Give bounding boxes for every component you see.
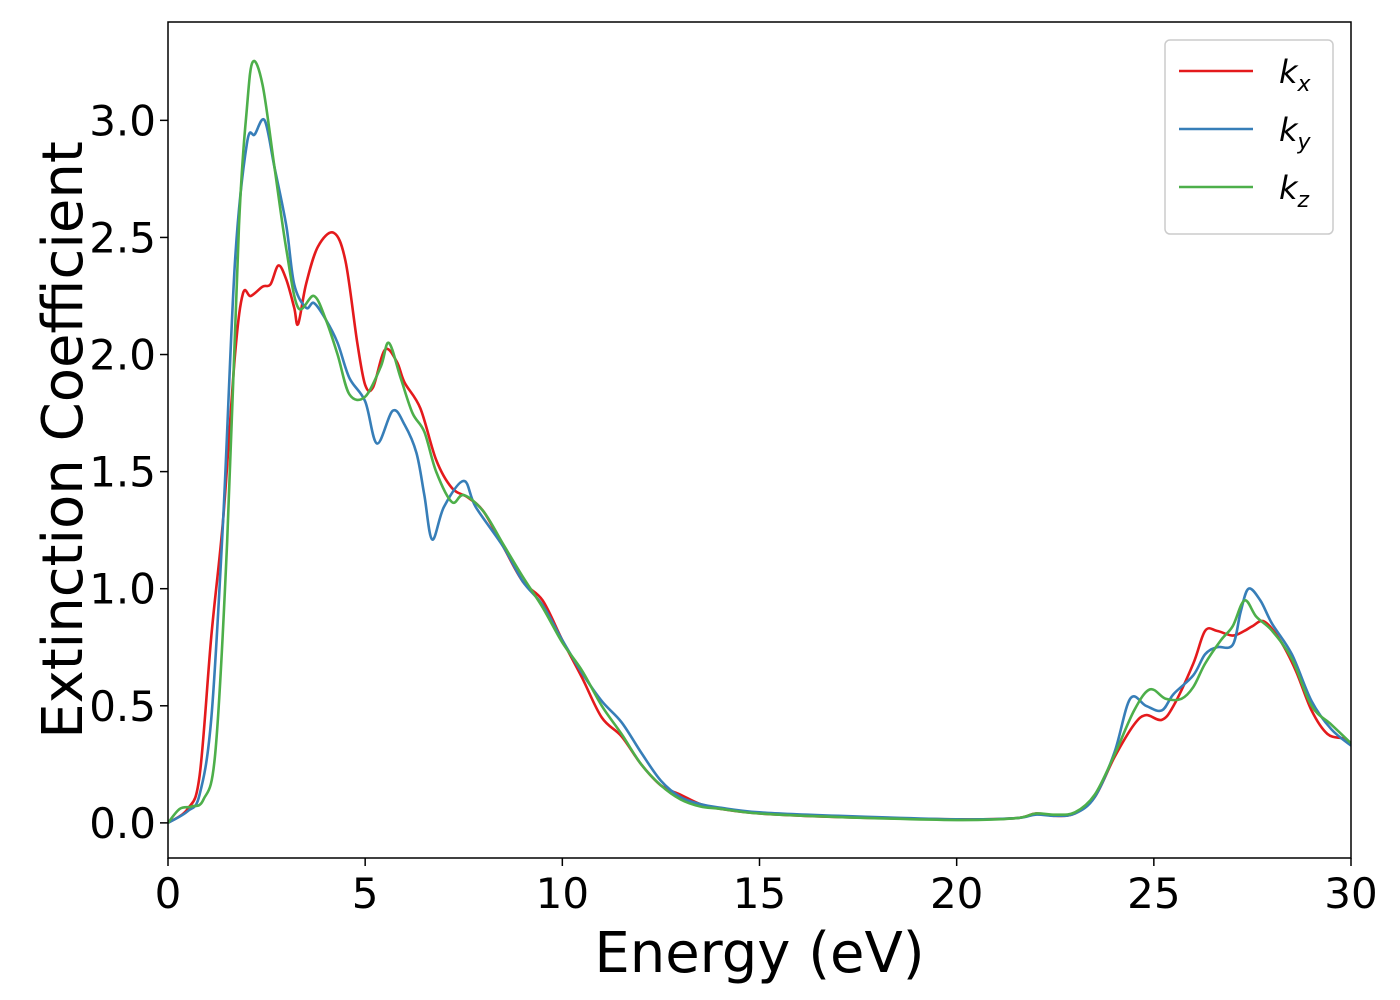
legend-label-subscript: x: [1297, 72, 1312, 97]
series-layer: [168, 59, 1351, 825]
x-tick-label: 15: [733, 869, 786, 918]
legend-box: [1164, 39, 1334, 235]
x-axis: 0 5 10 15 20 25 30: [155, 858, 1378, 918]
x-tick-label: 30: [1324, 869, 1377, 918]
x-tick-label: 20: [930, 869, 983, 918]
y-tick-label: 1.0: [89, 565, 156, 614]
y-tick-label: 2.5: [89, 213, 156, 262]
y-tick-label: 0.5: [89, 682, 156, 731]
y-axis: 0.0 0.5 1.0 1.5 2.0 2.5 3.0: [89, 96, 168, 848]
y-tick-label: 2.0: [89, 331, 156, 380]
x-tick-label: 10: [536, 869, 589, 918]
x-tick-label: 25: [1127, 869, 1180, 918]
legend-label-subscript: z: [1297, 188, 1310, 213]
legend-label-subscript: y: [1297, 130, 1312, 155]
x-axis-title: Energy (eV): [594, 921, 924, 986]
y-tick-label: 0.0: [89, 799, 156, 848]
x-tick-label: 5: [352, 869, 379, 918]
y-axis-title: Extinction Coefficient: [31, 141, 96, 739]
plot-area: [167, 21, 1352, 859]
y-tick-label: 3.0: [89, 96, 156, 145]
y-tick-label: 1.5: [89, 448, 156, 497]
x-tick-label: 0: [155, 869, 182, 918]
series-line-k-z: [168, 59, 1351, 824]
